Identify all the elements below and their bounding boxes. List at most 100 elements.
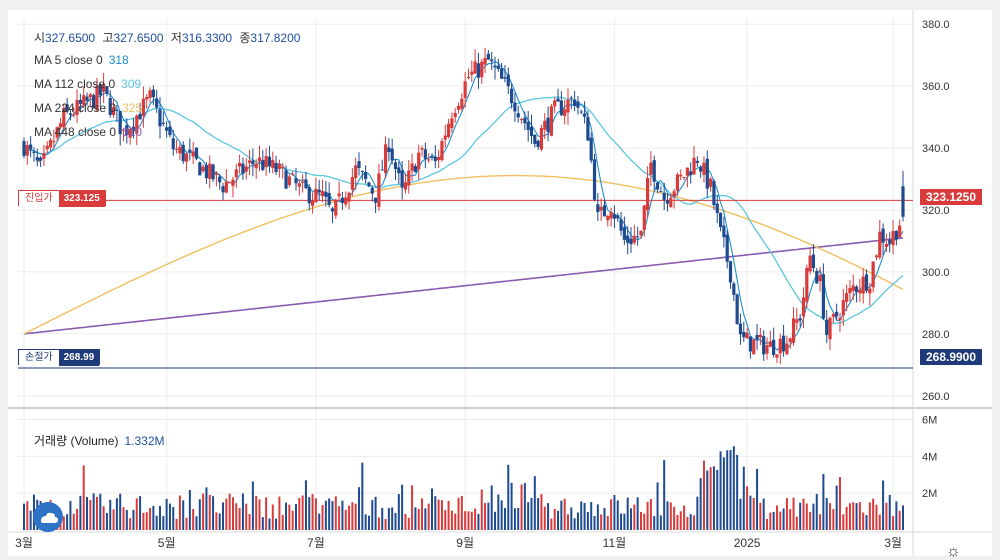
candle-body [214,173,218,175]
candle-body [609,212,613,219]
candle-body [884,243,889,247]
volume-bar [129,518,132,530]
volume-bar [112,509,115,530]
time-tick-label: 3월 [884,536,902,550]
candle-body [665,200,670,204]
volume-bar [520,484,523,530]
candle-body [155,98,159,108]
volume-bar [474,508,477,530]
candle-body [184,153,189,162]
candle-body [775,354,779,358]
gear-icon[interactable]: ☼ [946,543,961,560]
volume-bar [736,454,739,530]
volume-bar [208,494,211,530]
volume-bar [540,494,543,530]
candle-body [364,172,368,179]
volume-bar [557,510,560,530]
volume-bar [411,485,414,530]
ma5-legend[interactable]: MA 5 close 0 318 [34,53,129,67]
candle-body [858,289,862,294]
candle-body [115,109,119,111]
volume-bar [490,485,493,530]
candle-body [732,283,736,295]
candle-body [569,97,573,99]
volume-bar [391,507,394,530]
candle-body [446,123,451,137]
volume-bar [278,496,281,530]
volume-bar [92,493,95,530]
volume-bar [328,498,331,530]
volume-bar [560,500,563,530]
volume-bar [231,497,234,530]
candle-body [745,332,749,339]
volume-bar [394,513,397,530]
volume-bar [125,509,128,530]
volume-bar [155,515,158,530]
candle-body [168,126,172,136]
candle-body [281,166,285,168]
tradingview-cloud-icon[interactable] [33,502,63,532]
candle-body [778,338,782,354]
volume-bar [301,495,304,530]
volume-bar [878,514,881,530]
candle-body [456,105,461,110]
candle-body [791,318,796,343]
candle-body [632,235,636,243]
candle-body [821,274,825,319]
volume-bar [829,503,832,530]
candle-body [145,97,149,100]
volume-bar [218,513,221,530]
candle-body [718,212,723,228]
volume-bar [659,515,662,530]
price-tick-label: 360.0 [922,81,950,93]
volume-tick-label: 6M [922,415,937,427]
candle-body [393,162,398,170]
time-tick-label: 9월 [456,536,474,550]
volume-bar [507,464,510,530]
ma112-legend[interactable]: MA 112 close 0 309 [34,77,141,91]
volume-bar [533,476,536,530]
candle-body [553,100,557,107]
ma448-legend[interactable]: MA 448 close 0 310 [34,125,142,139]
candle-body [616,215,620,219]
chevron-up-icon[interactable]: ⌃ [34,159,44,171]
candle-body [685,167,689,176]
volume-bar [812,503,815,530]
volume-bar [165,498,168,530]
candle-body [400,170,404,188]
candle-body [52,141,56,143]
candle-body [327,193,331,206]
volume-bar [696,496,699,530]
candle-body [218,176,222,183]
ma224-legend[interactable]: MA 224 close 0 325 [34,101,142,115]
volume-bar [809,511,812,530]
volume-bar [835,485,838,530]
volume-bar [367,515,370,530]
volume-bar [132,509,135,530]
volume-bar [855,503,858,530]
candle-body [271,160,275,168]
candle-body [141,98,146,116]
volume-bar [815,493,818,530]
ma112-label: MA 112 close 0 [34,77,116,91]
candle-body [845,293,849,302]
volume-bar [649,499,652,530]
candle-body [330,208,335,212]
volume-bar [593,515,596,530]
volume-bar [331,501,334,530]
candle-body [738,323,743,335]
stop-price-tag: 손절가 268.99 [18,349,101,366]
candle-body [125,125,129,136]
volume-bar [580,501,583,530]
volume-bar [563,498,566,530]
volume-bar [235,503,238,530]
volume-bar [281,514,284,530]
candle-body [715,203,719,213]
candle-body [201,166,205,172]
volume-bar [248,513,251,530]
candle-body [513,102,517,112]
candle-body [636,236,640,238]
chart-canvas[interactable]: 380.0 360.0 340.0 320.0 300.0 280.0 260.0 6M 4M 2… [8,10,992,556]
candle-body [105,86,109,94]
candle-body [705,158,709,189]
